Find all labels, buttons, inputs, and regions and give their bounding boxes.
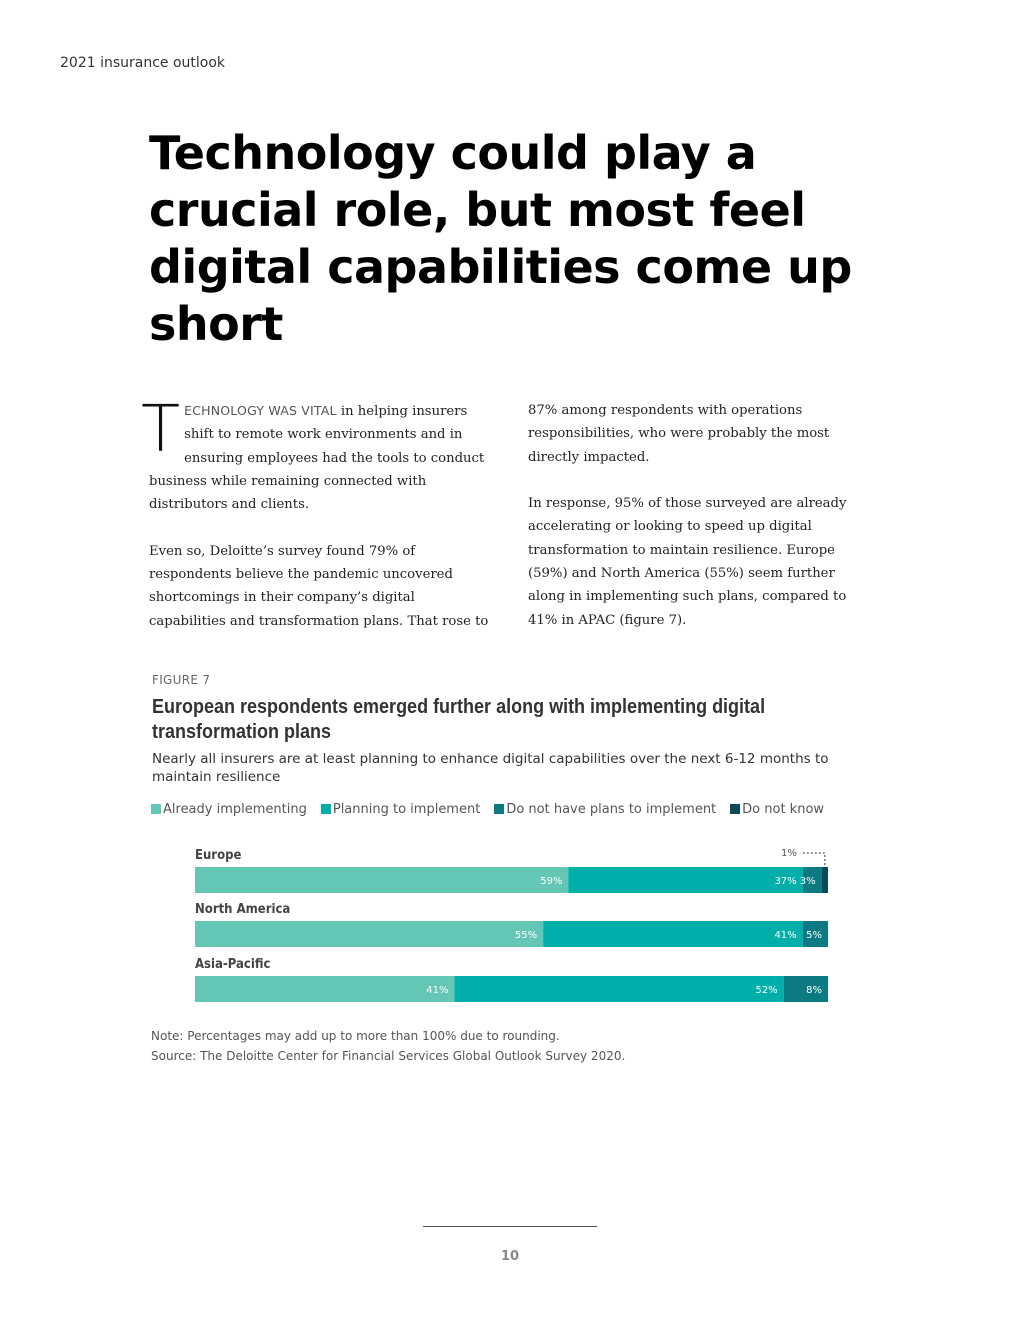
category-label: Asia-Pacific <box>195 956 270 971</box>
figure-note: Note: Percentages may add up to more tha… <box>151 1029 560 1043</box>
legend-swatch <box>494 804 505 814</box>
data-label: 55% <box>515 930 537 941</box>
chart-legend: Already implementing Planning to implemen… <box>151 802 838 817</box>
body-column-right: 87% among respondents with operations re… <box>528 399 873 655</box>
bar-segment <box>195 976 455 1002</box>
figure-notes: Note: Percentages may add up to more tha… <box>151 1026 625 1066</box>
bar-segment <box>195 921 544 947</box>
bar-segment <box>783 976 828 1002</box>
page-number: 10 <box>500 1249 520 1264</box>
legend-swatch <box>320 804 331 814</box>
data-label: 5% <box>806 930 822 941</box>
legend-item: Do not know <box>730 802 824 817</box>
footer-divider <box>423 1226 597 1227</box>
drop-cap: T <box>141 393 181 467</box>
data-label: 1% <box>781 848 797 859</box>
bar-segment <box>802 867 822 893</box>
paragraph-response: In response, 95% of those surveyed are a… <box>528 496 847 628</box>
legend-label: Planning to implement <box>332 802 481 817</box>
legend-item: Already implementing <box>151 802 307 817</box>
callout-line <box>802 852 826 865</box>
lead-in-text: ECHNOLOGY WAS VITAL <box>184 403 337 418</box>
legend-swatch <box>151 804 161 814</box>
paragraph-intro-text: in helping insurers shift to remote work… <box>149 404 485 513</box>
figure-subtitle: Nearly all insurers are at least plannin… <box>152 751 829 785</box>
legend-item: Do not have plans to implement <box>494 802 716 817</box>
data-label: 52% <box>755 985 777 996</box>
bar-segment <box>454 976 784 1002</box>
category-label: North America <box>195 901 290 916</box>
paragraph-survey: Even so, Deloitte’s survey found 79% of … <box>149 543 489 629</box>
bar-segment <box>543 921 803 947</box>
figure-title: European respondents emerged further alo… <box>152 696 766 743</box>
data-label: 8% <box>806 985 822 996</box>
data-label: 59% <box>540 876 562 887</box>
bar-segment <box>568 867 803 893</box>
legend-label: Already implementing <box>163 802 307 817</box>
paragraph-operations: 87% among respondents with operations re… <box>528 403 830 465</box>
data-label: 3% <box>800 876 816 887</box>
running-header: 2021 insurance outlook <box>60 55 226 71</box>
data-label: 41% <box>774 930 796 941</box>
legend-label: Do not know <box>742 802 825 817</box>
category-label: Europe <box>195 847 241 862</box>
figure-label: FIGURE 7 <box>152 673 211 687</box>
bar-segment <box>195 867 569 893</box>
figure-source: Source: The Deloitte Center for Financia… <box>151 1049 626 1063</box>
data-label: 37% <box>774 876 796 887</box>
legend-label: Do not have plans to implement <box>506 802 717 817</box>
data-label: 41% <box>426 985 448 996</box>
bar-segment <box>821 867 828 893</box>
legend-swatch <box>730 804 741 814</box>
legend-item: Planning to implement <box>320 802 481 817</box>
body-column-left: T ECHNOLOGY WAS VITAL in helping insurers… <box>141 398 494 656</box>
page-title: Technology could play a crucial role, bu… <box>149 126 852 351</box>
bar-segment <box>802 921 828 947</box>
paragraph-intro: T ECHNOLOGY WAS VITAL in helping insurers… <box>141 398 494 516</box>
